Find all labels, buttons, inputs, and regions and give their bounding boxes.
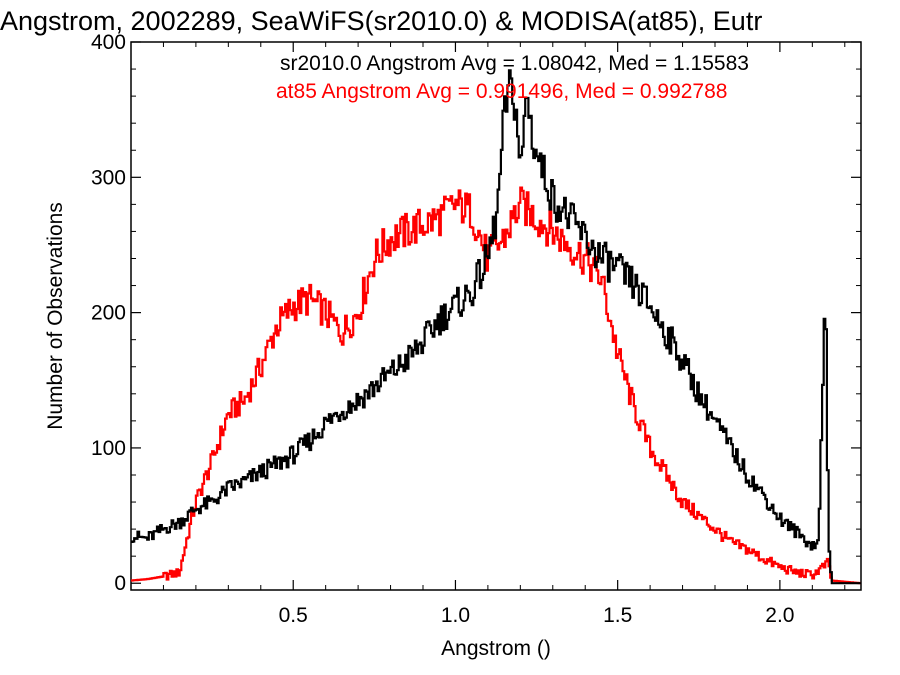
x-axis-label: Angstrom () [441,637,551,660]
y-tick-label: 300 [91,166,126,189]
x-tick-label: 2.0 [765,604,794,627]
legend-entry-sr2010: sr2010.0 Angstrom Avg = 1.08042, Med = 1… [280,52,749,75]
axis-ticks: 0.5 1.0 1.5 2.0 0 100 200 300 400 [91,31,861,627]
plot-frame [130,41,862,591]
y-tick-label: 200 [91,302,126,325]
y-tick-label: 0 [114,572,126,595]
x-tick-label: 0.5 [279,604,308,627]
x-tick-label: 1.0 [441,604,470,627]
data-series [131,69,861,585]
y-axis-label: Number of Observations [44,202,67,430]
legend-entry-at85: at85 Angstrom Avg = 0.991496, Med = 0.99… [276,80,727,103]
chart-title: Angstrom, 2002289, SeaWiFS(sr2010.0) & M… [0,6,762,36]
y-tick-label: 100 [91,437,126,460]
y-tick-label: 400 [91,31,126,54]
x-tick-label: 1.5 [603,604,632,627]
series-line-sr2010-0 [131,69,861,585]
series-line-at85 [131,186,861,585]
